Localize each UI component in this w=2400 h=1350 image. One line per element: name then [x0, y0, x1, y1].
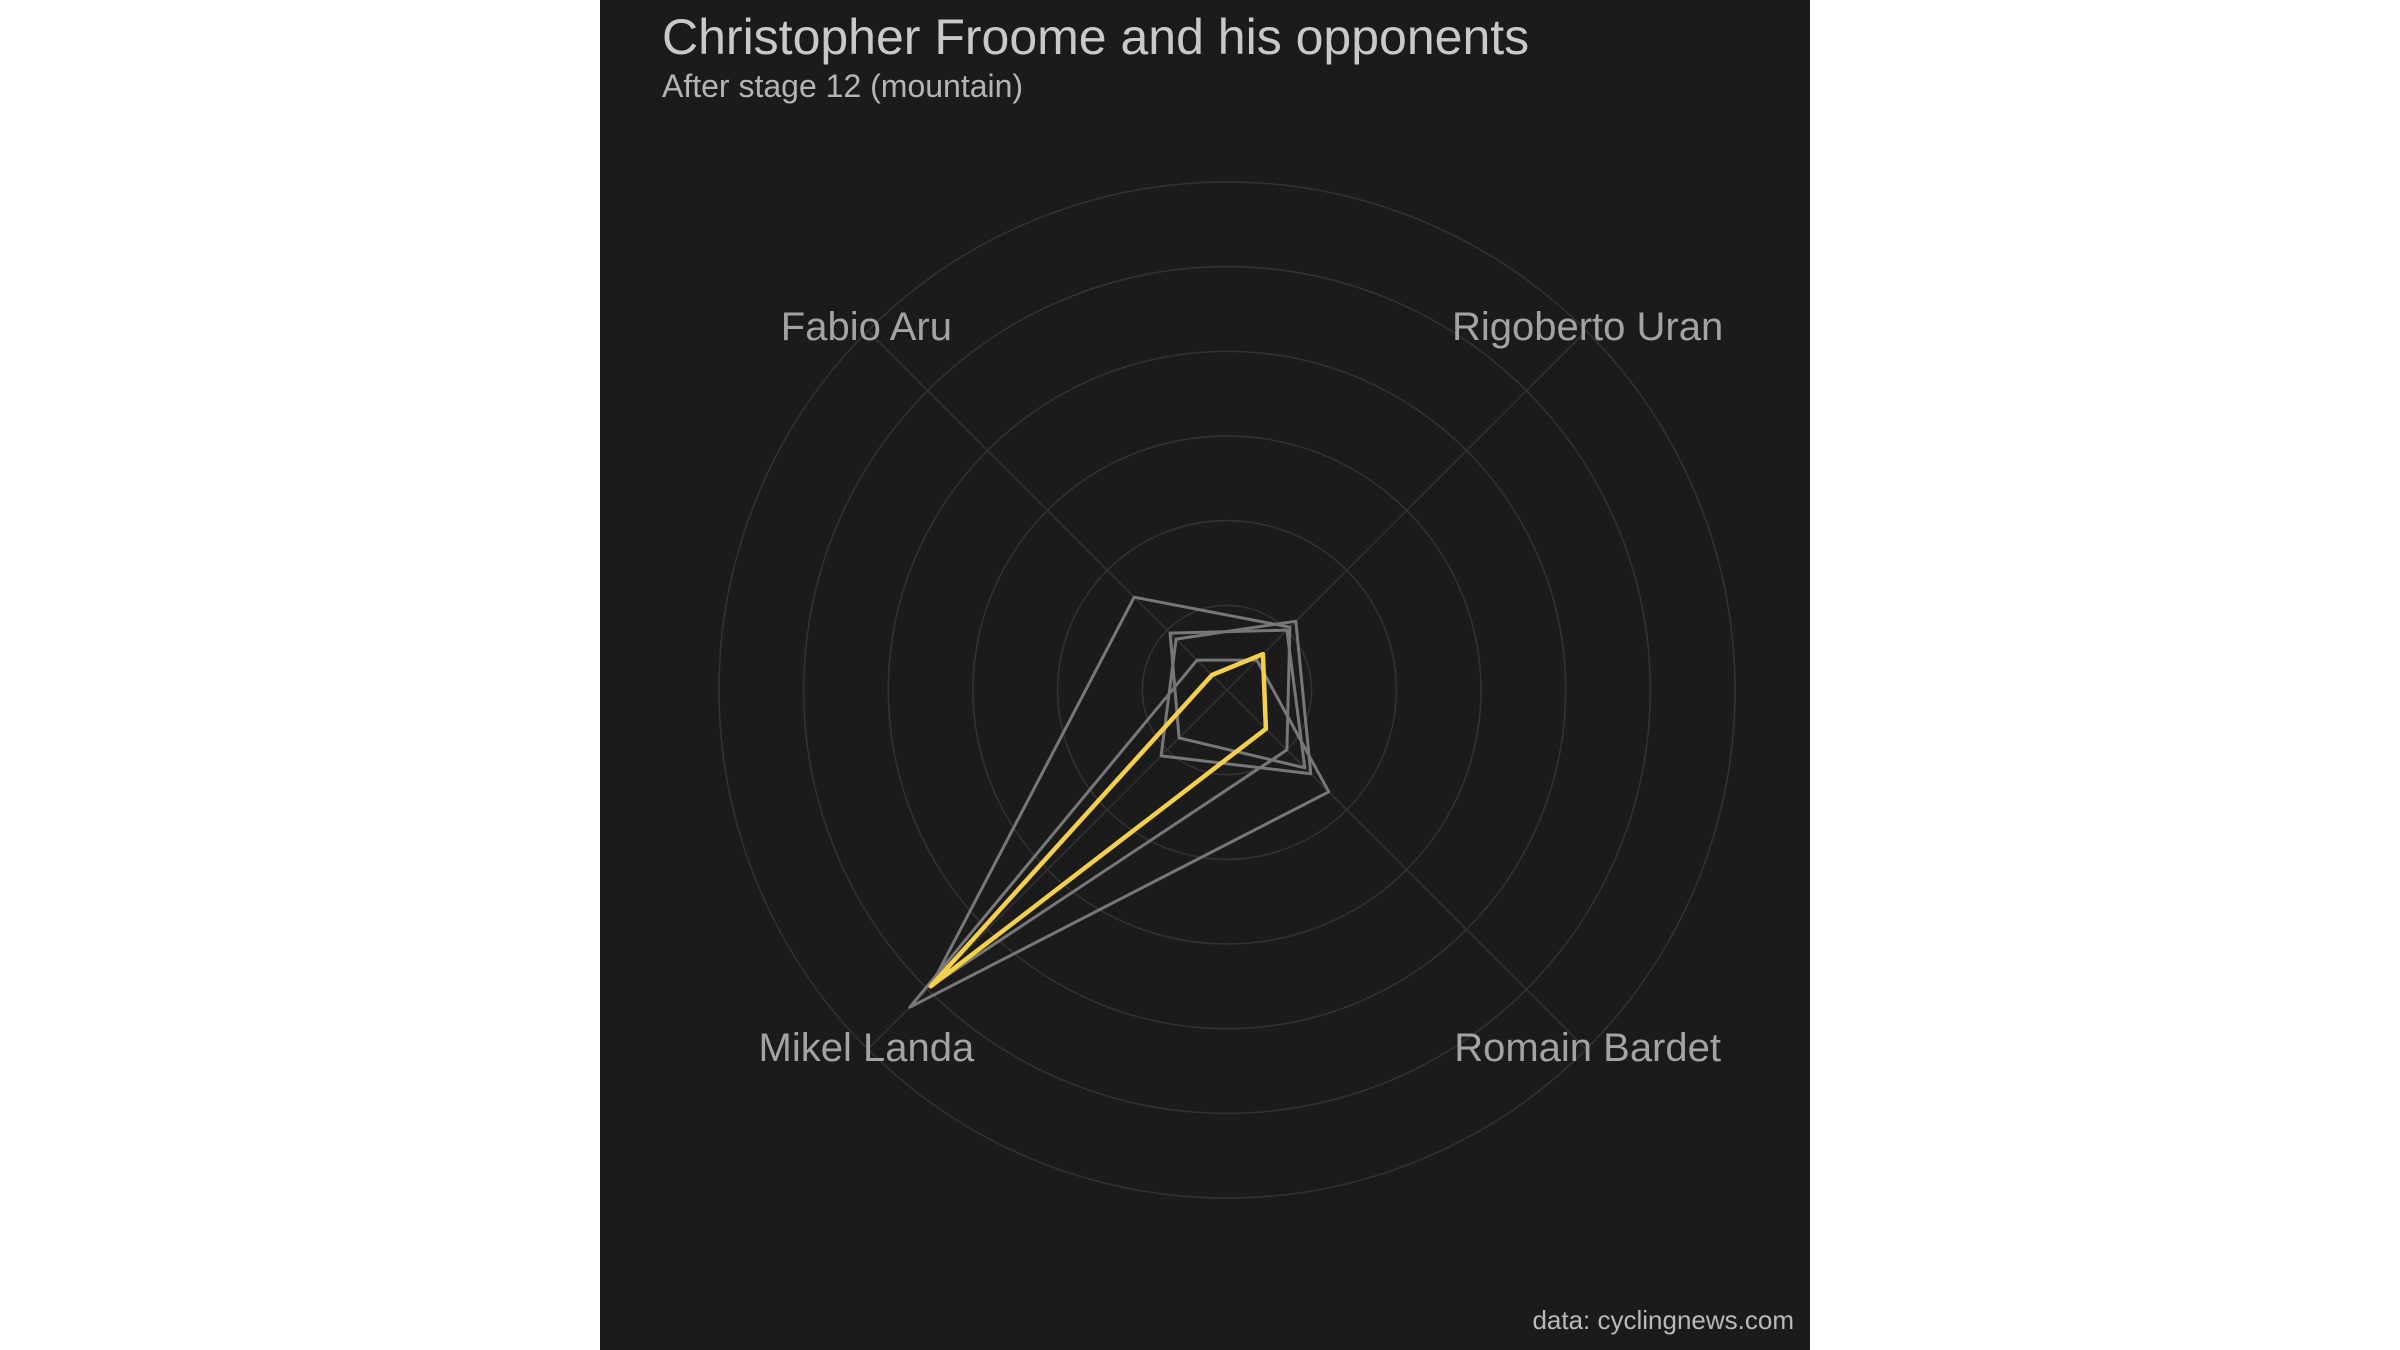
axis-labels: Rigoberto Uran Romain Bardet Mikel Landa Fa…: [759, 305, 1724, 1070]
grid-spoke-2: [1226, 689, 1587, 1050]
radar-chart: Rigoberto Uran Romain Bardet Mikel Landa Fa…: [718, 181, 1736, 1199]
axis-label: Mikel Landa: [759, 1026, 975, 1070]
grid-ring-1: [1141, 604, 1313, 776]
grid-ring-5: [802, 265, 1652, 1115]
radar-series: [908, 595, 1331, 1009]
series-highlight: [928, 651, 1269, 989]
series-line: [908, 658, 1331, 1009]
chart-caption: data: cyclingnews.com: [1532, 1305, 1794, 1335]
radar-grid: [718, 181, 1736, 1199]
grid-spoke-4: [867, 330, 1228, 691]
grid-ring-4: [887, 350, 1567, 1030]
axis-label: Rigoberto Uran: [1452, 305, 1723, 349]
chart-panel: Christopher Froome and his opponents Aft…: [600, 0, 1810, 1350]
chart-title: Christopher Froome and his opponents: [662, 9, 1530, 65]
grid-spoke-3: [867, 689, 1228, 1050]
grid-ring-6: [718, 181, 1736, 1199]
grid-ring-3: [972, 435, 1482, 945]
axis-label: Romain Bardet: [1454, 1026, 1721, 1070]
series-line: [1168, 628, 1307, 770]
grid-spoke-1: [1226, 330, 1587, 691]
chart-subtitle: After stage 12 (mountain): [662, 68, 1024, 104]
axis-label: Fabio Aru: [781, 305, 952, 349]
grid-ring-2: [1056, 519, 1398, 861]
